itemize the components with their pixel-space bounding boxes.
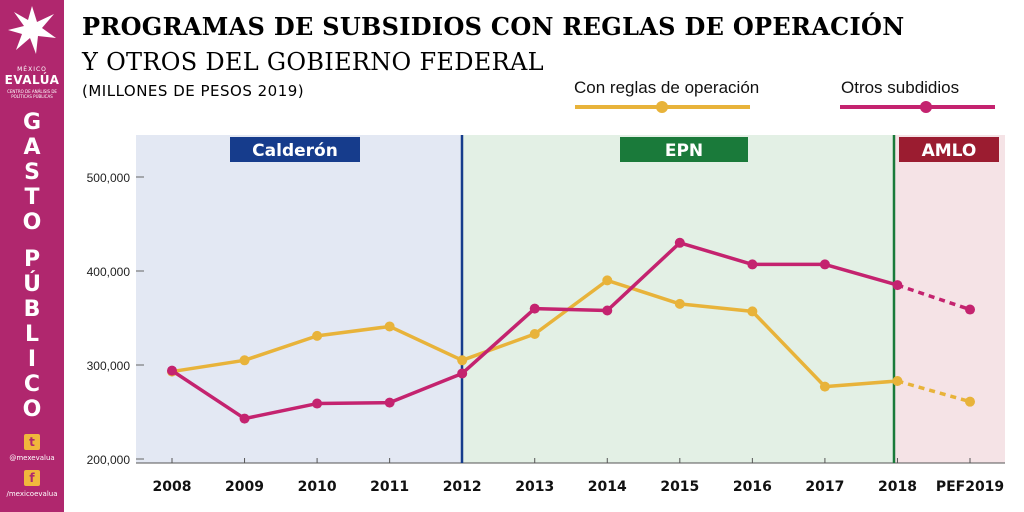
brand-top-text: MÉXICO [17, 66, 47, 73]
data-point [965, 396, 975, 407]
vertical-letter: T [24, 185, 40, 210]
vertical-letter: A [23, 135, 41, 160]
data-point [965, 304, 975, 315]
period-badge-label: Calderón [252, 141, 338, 161]
data-point [674, 298, 685, 309]
vertical-letter: L [24, 322, 40, 347]
x-tick-label: 2011 [370, 479, 409, 495]
vertical-letter: O [22, 397, 42, 422]
y-tick-label: 200,000 [87, 453, 131, 467]
vertical-letter: P [23, 247, 41, 272]
period-badge-label: EPN [665, 141, 703, 161]
x-tick-label: 2016 [733, 479, 772, 495]
vertical-letter: S [24, 160, 40, 185]
period-badge [899, 137, 999, 162]
x-tick-label: 2015 [660, 479, 699, 495]
vertical-letter: O [22, 210, 42, 235]
data-point [602, 275, 613, 286]
period-background [136, 135, 462, 463]
data-point [312, 330, 323, 341]
facebook-icon[interactable]: f [24, 470, 40, 486]
data-point [239, 355, 250, 366]
vertical-letter: C [23, 372, 41, 397]
facebook-handle[interactable]: /mexicoevalua [6, 490, 58, 498]
twitter-icon[interactable]: t [24, 434, 40, 450]
brand-subtitle: CENTRO DE ANÁLISIS DE POLÍTICAS PÚBLICAS [7, 89, 57, 99]
legend-label-otros: Otros subdidios [841, 78, 960, 97]
data-point [167, 365, 177, 376]
data-point [384, 397, 395, 408]
legend-marker-reglas [656, 101, 668, 113]
legend-label-reglas: Con reglas de operación [574, 78, 760, 97]
y-tick-label: 300,000 [87, 359, 131, 373]
vertical-letter: Ú [23, 272, 41, 297]
data-point [747, 259, 758, 270]
twitter-handle[interactable]: @mexevalua [9, 454, 55, 462]
vertical-letter: I [27, 347, 37, 372]
data-point [674, 237, 685, 248]
series-projection-line [896, 379, 971, 404]
data-point [312, 398, 323, 409]
chart-title-line1: PROGRAMAS DE SUBSIDIOS CON REGLAS DE OPE… [82, 12, 905, 41]
data-point [892, 280, 903, 291]
data-point [529, 328, 540, 339]
x-tick-label: 2008 [153, 479, 192, 495]
x-tick-label: 2009 [225, 479, 264, 495]
x-tick-label: 2017 [805, 479, 844, 495]
period-badge [620, 137, 748, 162]
x-tick-label: 2012 [443, 479, 482, 495]
data-point [529, 303, 540, 314]
period-badge-label: AMLO [922, 141, 977, 161]
chart-unit-subtitle: (MILLONES DE PESOS 2019) [82, 82, 305, 100]
data-point [819, 259, 830, 270]
x-tick-label: 2010 [298, 479, 337, 495]
sidebar-branding: MÉXICO EVALÚA CENTRO DE ANÁLISIS DE POLÍ… [0, 0, 64, 512]
y-tick-label: 500,000 [87, 171, 131, 185]
data-point [602, 305, 613, 316]
data-point [457, 355, 468, 366]
data-point [747, 306, 758, 317]
x-tick-label: 2014 [588, 479, 627, 495]
star-logo-icon [8, 6, 56, 54]
data-point [892, 375, 903, 386]
vertical-letter: B [23, 297, 41, 322]
brand-name: EVALÚA [4, 73, 60, 87]
vertical-letter: G [22, 110, 42, 135]
y-tick-label: 400,000 [87, 265, 131, 279]
legend-marker-otros [920, 101, 932, 113]
period-badge [230, 137, 360, 162]
chart-title-line2: Y OTROS DEL GOBIERNO FEDERAL [82, 48, 544, 76]
series-projection-line [896, 283, 971, 312]
data-point [239, 413, 250, 424]
data-point [819, 381, 830, 392]
x-tick-label: 2013 [515, 479, 554, 495]
data-point [384, 321, 395, 332]
x-tick-label: 2018 [878, 479, 917, 495]
data-point [457, 368, 468, 379]
period-background [462, 135, 894, 463]
period-background [894, 135, 1005, 463]
x-tick-label: PEF2019 [936, 479, 1004, 495]
